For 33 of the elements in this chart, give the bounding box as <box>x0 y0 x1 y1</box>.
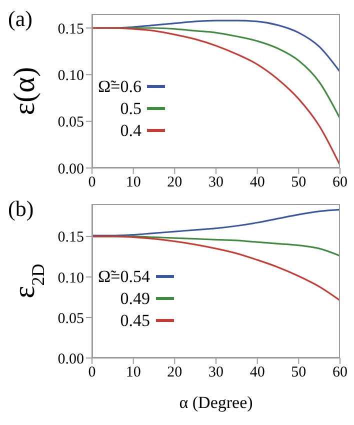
x-tick-label: 0 <box>88 174 96 191</box>
x-tick-label: 50 <box>291 364 306 381</box>
x-tick-label: 40 <box>250 174 265 191</box>
chart-title: (a) <box>8 6 32 32</box>
x-tick-label: 40 <box>250 364 265 381</box>
legend-label: 0.45 <box>120 310 150 332</box>
line-series <box>92 208 340 236</box>
x-tick-label: 10 <box>126 364 141 381</box>
y-tick-label: 0.00 <box>58 351 84 368</box>
y-tick-label: 0.05 <box>58 114 84 131</box>
legend-label: Ω̃=0.6 <box>98 76 142 98</box>
chart-title: (b) <box>8 196 34 222</box>
y-tick-label: 0.15 <box>58 21 84 38</box>
y-tick-label: 0.10 <box>58 68 84 84</box>
x-tick-label: 30 <box>208 174 224 191</box>
x-tick-label: 20 <box>167 364 182 381</box>
x-tick-label: 60 <box>332 364 348 381</box>
x-tick-label: 20 <box>167 174 182 191</box>
x-tick-label: 50 <box>291 174 306 191</box>
x-tick-label: 60 <box>332 174 348 191</box>
x-tick-label: 10 <box>126 174 141 191</box>
y-tick-label: 0.10 <box>58 270 84 286</box>
legend-label: 0.5 <box>120 98 142 120</box>
y-axis-title: ε(α) <box>8 66 41 116</box>
y-tick-label: 0.00 <box>58 161 84 178</box>
x-tick-label: 30 <box>208 364 224 381</box>
legend-label: 0.4 <box>120 120 142 142</box>
legend-label: Ω̃=0.54 <box>98 266 150 288</box>
x-tick-label: 0 <box>88 364 96 381</box>
y-tick-label: 0.15 <box>58 230 84 246</box>
y-tick-label: 0.05 <box>58 310 84 327</box>
x-axis-title: α (Degree) <box>179 393 253 412</box>
legend-label: 0.49 <box>120 288 150 310</box>
